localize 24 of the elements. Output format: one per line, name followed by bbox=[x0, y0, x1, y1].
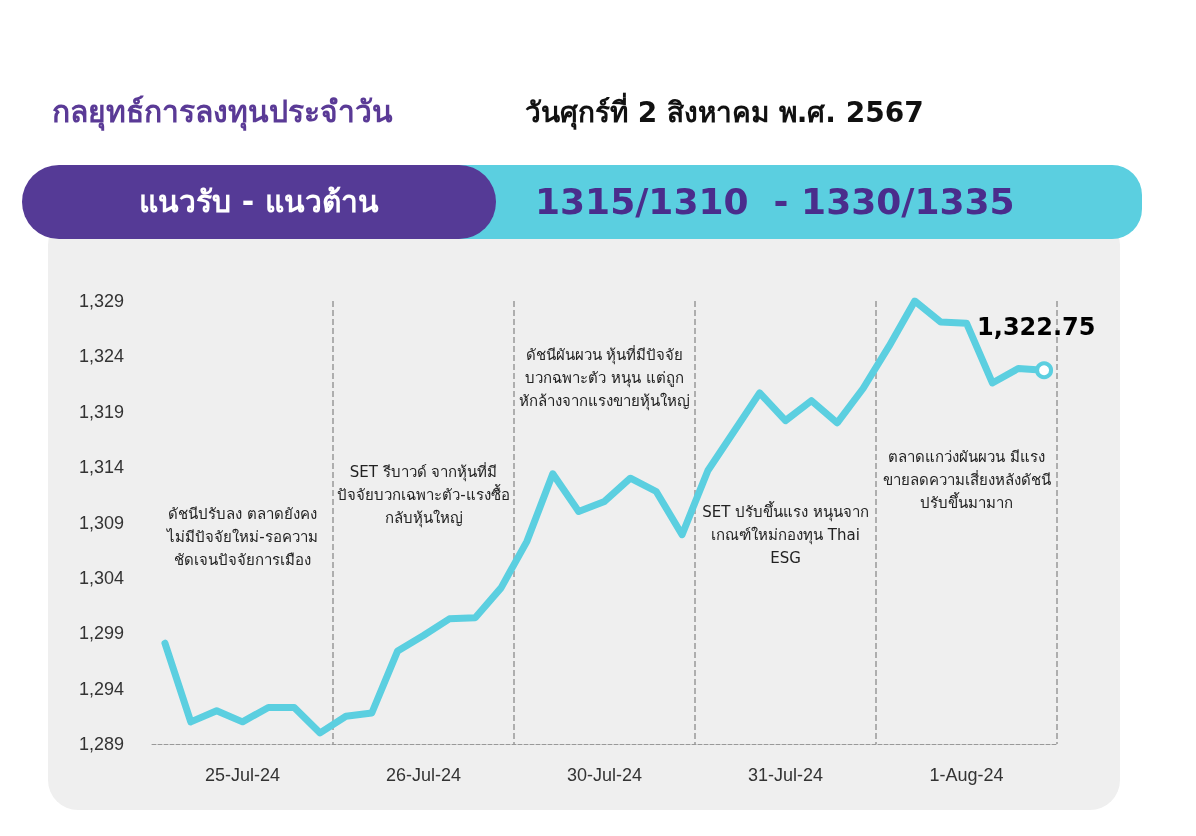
annotation: SET รีบาวด์ จากหุ้นที่มีปัจจัยบวกเฉพาะตัว-แรงซื้อกลับหุ้นใหญ่ bbox=[336, 461, 511, 530]
chart-title: กลยุทธ์การลงทุนประจำวัน bbox=[52, 93, 393, 133]
y-tick-label: 1,294 bbox=[78, 678, 124, 699]
x-tick-label: 30-Jul-24 bbox=[566, 765, 643, 785]
annotation: ดัชนีผันผวน หุ้นที่มีปัจจัยบวกฉพาะตัว หนุน แต่ถูกหักล้างจากแรงขายหุ้นใหญ่ bbox=[518, 344, 691, 413]
y-tick-label: 1,309 bbox=[78, 512, 124, 533]
text: แนวรับ - แนวต้าน bbox=[22, 165, 496, 239]
annotation: ตลาดแกว่งผันผวน มีแรงขายลดความเสี่ยงหลังดัชนีปรับขึ้นมามาก bbox=[881, 446, 1052, 514]
chart-subtitle: วันศุกร์ที่ 2 สิงหาคม พ.ศ. 2567 bbox=[525, 91, 924, 132]
x-tick-label: 31-Jul-24 bbox=[747, 765, 824, 785]
annotation: SET ปรับขึ้นแรง หนุนจากเกณฑ์ใหม่กองทุน Thai ESG bbox=[701, 500, 870, 569]
y-tick-label: 1,289 bbox=[78, 734, 124, 754]
y-tick-label: 1,314 bbox=[78, 457, 124, 478]
y-tick-label: 1,319 bbox=[78, 401, 124, 422]
y-tick-label: 1,329 bbox=[78, 291, 124, 311]
y-tick-label: 1,304 bbox=[78, 567, 124, 588]
x-tick-label: 1-Aug-24 bbox=[929, 765, 1004, 785]
x-tick-label: 25-Jul-24 bbox=[204, 765, 281, 785]
data-label: 1,322.75 bbox=[977, 313, 1096, 342]
y-tick-label: 1,324 bbox=[78, 346, 124, 367]
text: 1315/1310 - 1330/1335 bbox=[440, 165, 1142, 239]
annotation: ดัชนีปรับลง ตลาดยังคงไม่มีปัจจัยใหม่-รอความชัดเจนปัจจัยการเมือง bbox=[165, 503, 319, 571]
y-tick-label: 1,299 bbox=[78, 623, 124, 644]
x-tick-label: 26-Jul-24 bbox=[385, 765, 462, 785]
